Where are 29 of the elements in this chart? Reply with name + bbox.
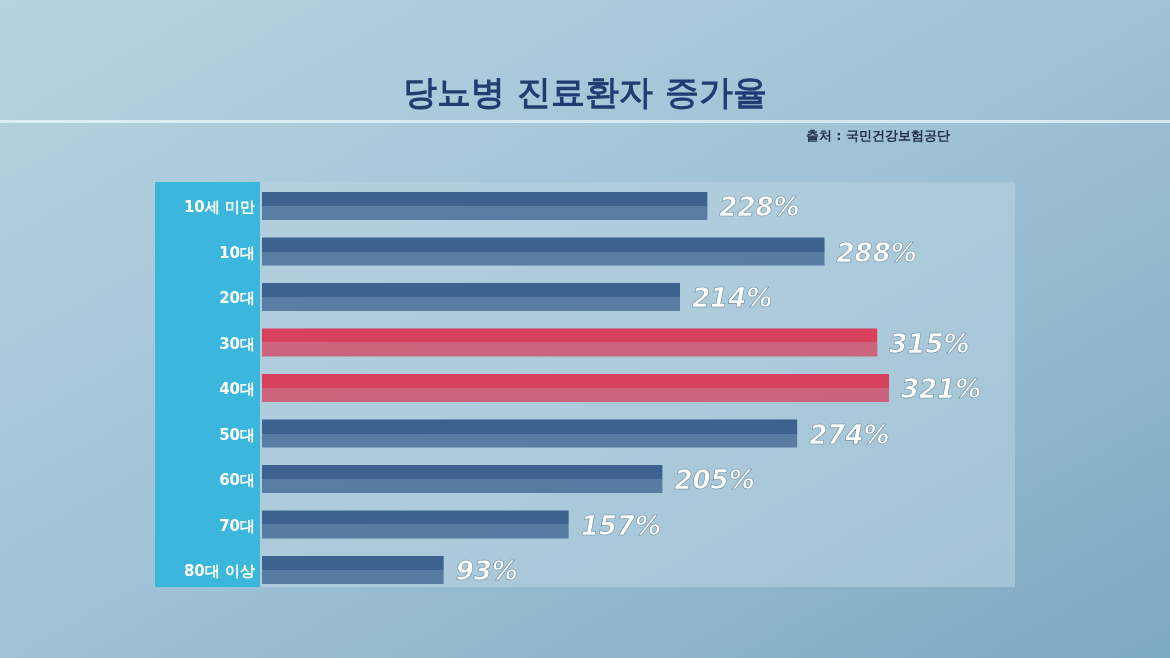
bar [262, 510, 569, 539]
data-label: 288% [836, 237, 917, 268]
y-tick-label: 20대 [219, 289, 255, 307]
y-tick-label: 60대 [219, 471, 255, 489]
y-tick-label: 40대 [219, 380, 255, 398]
bar [262, 556, 444, 584]
y-tick-label: 30대 [219, 334, 255, 353]
bar [262, 419, 798, 448]
data-label: 157% [580, 510, 661, 541]
data-label: 214% [692, 283, 773, 313]
data-label: 274% [809, 419, 890, 450]
y-tick-label: 10대 [219, 243, 255, 262]
bar [262, 283, 680, 311]
y-tick-label: 10세 미만 [183, 198, 255, 216]
source-note: 출처 : 국민건강보험공단 [805, 128, 950, 143]
data-label: 228% [719, 192, 800, 222]
data-label: 315% [889, 328, 970, 359]
y-tick-label: 80대 이상 [183, 562, 255, 580]
bar [262, 237, 825, 266]
bar [262, 374, 889, 402]
chart-title: 당뇨병 진료환자 증가율 [403, 72, 767, 112]
bar [262, 465, 663, 493]
y-tick-label: 50대 [219, 425, 255, 444]
data-label: 93% [455, 556, 518, 586]
data-label: 321% [901, 374, 982, 404]
data-label: 205% [674, 465, 755, 495]
y-tick-label: 70대 [219, 516, 255, 535]
bar [262, 328, 878, 357]
bar [262, 192, 708, 220]
